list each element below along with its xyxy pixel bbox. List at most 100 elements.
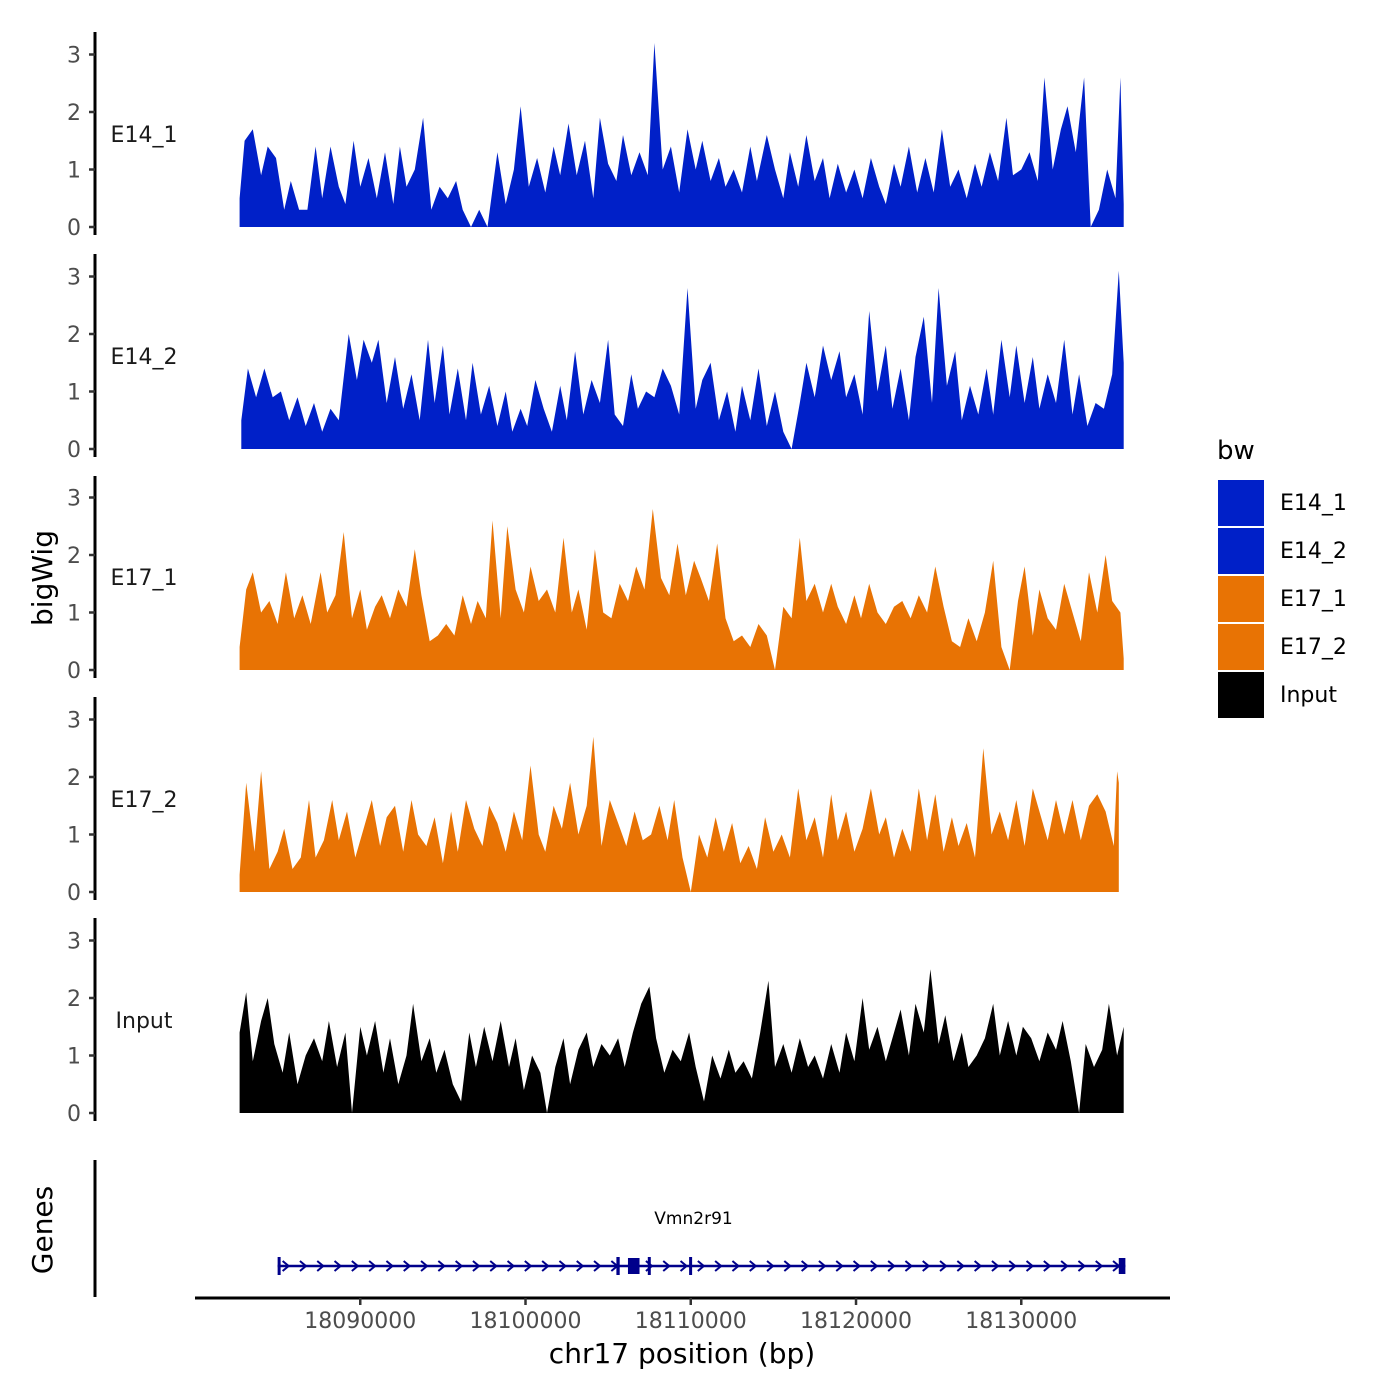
gene-exon	[627, 1258, 640, 1274]
genes-track: Vmn2r91	[93, 1160, 1126, 1297]
strand-arrow	[333, 1260, 343, 1272]
track-label: E17_1	[111, 566, 178, 591]
y-tick-label: 0	[67, 216, 81, 241]
track-label: E17_2	[111, 788, 178, 813]
strand-arrow	[749, 1260, 758, 1272]
gene-name-label: Vmn2r91	[654, 1209, 732, 1229]
strand-arrow	[541, 1260, 550, 1272]
x-tick-label: 18110000	[635, 1309, 747, 1334]
strand-arrow	[351, 1260, 360, 1272]
y-tick-label: 1	[67, 1045, 81, 1070]
strand-arrow	[506, 1260, 516, 1272]
track-e17-2: 0 1 2 3 E17_2	[67, 697, 1119, 906]
x-tick-label: 18100000	[470, 1309, 582, 1334]
strand-arrow	[818, 1260, 827, 1272]
y-tick-label: 1	[67, 824, 81, 849]
strand-arrow	[385, 1260, 394, 1272]
y-tick-label: 1	[67, 159, 81, 184]
gene-exon	[689, 1257, 693, 1275]
legend-label: Input	[1280, 683, 1337, 708]
strand-arrow	[922, 1260, 931, 1272]
strand-arrow	[887, 1260, 896, 1272]
track-label: Input	[116, 1009, 173, 1034]
genes-track-title: Genes	[26, 1186, 59, 1274]
bigwig-tracks: 0 1 2 3 E14_1 0 1 2 3 E14_2 0 1 2 3 E17_1 0 1 2 3 E17_2 0 1 2 3…	[67, 32, 1124, 1127]
strand-arrow	[420, 1260, 429, 1272]
strand-arrow	[593, 1260, 602, 1272]
x-axis-title: chr17 position (bp)	[549, 1337, 815, 1370]
y-tick-label: 0	[67, 659, 81, 684]
legend-label: E14_2	[1280, 539, 1347, 564]
y-tick-label: 3	[67, 930, 81, 955]
x-tick-label: 18120000	[800, 1309, 912, 1334]
strand-arrow	[454, 1260, 464, 1272]
y-tick-label: 3	[67, 709, 81, 734]
signal-area	[241, 270, 1124, 449]
strand-arrow	[1060, 1260, 1069, 1272]
strand-arrow	[973, 1260, 983, 1272]
strand-arrow	[437, 1260, 446, 1272]
strand-arrow	[1095, 1260, 1104, 1272]
y-tick-label: 2	[67, 766, 81, 791]
track-e14-2: 0 1 2 3 E14_2	[67, 254, 1124, 463]
strand-arrow	[524, 1260, 533, 1272]
strand-arrow	[299, 1260, 308, 1272]
y-tick-label: 3	[67, 44, 81, 69]
strand-arrow	[939, 1260, 948, 1272]
signal-area	[239, 736, 1119, 892]
legend-swatch	[1218, 528, 1264, 574]
x-tick-label: 18090000	[304, 1309, 416, 1334]
y-tick-label: 2	[67, 987, 81, 1012]
signal-area	[239, 509, 1124, 670]
y-tick-label: 0	[67, 438, 81, 463]
strand-arrow	[766, 1260, 775, 1272]
track-label: E14_2	[111, 345, 178, 370]
strand-arrow	[403, 1260, 412, 1272]
strand-arrow	[956, 1260, 965, 1272]
strand-arrow	[714, 1260, 723, 1272]
x-axis: 18090000 18100000 18110000 18120000 18130000	[195, 1296, 1170, 1334]
y-tick-label: 3	[67, 487, 81, 512]
x-tick-label: 18130000	[965, 1309, 1077, 1334]
track-e17-1: 0 1 2 3 E17_1	[67, 476, 1124, 684]
strand-arrow	[281, 1260, 291, 1272]
strand-arrow	[835, 1260, 844, 1272]
track-e14-1: 0 1 2 3 E14_1	[67, 32, 1124, 241]
y-tick-label: 0	[67, 1102, 81, 1127]
strand-arrow	[1077, 1260, 1086, 1272]
y-tick-label: 1	[67, 381, 81, 406]
strand-arrow	[1008, 1260, 1017, 1272]
legend-label: E17_1	[1280, 587, 1347, 612]
legend-swatch	[1218, 480, 1264, 526]
y-tick-label: 2	[67, 544, 81, 569]
strand-arrow	[1043, 1260, 1052, 1272]
track-label: E14_1	[111, 123, 178, 148]
legend-title: bw	[1217, 436, 1255, 466]
strand-arrow	[679, 1260, 689, 1272]
strand-arrow	[1025, 1260, 1035, 1272]
legend-swatch	[1218, 624, 1264, 670]
strand-arrow	[316, 1260, 325, 1272]
y-tick-label: 0	[67, 881, 81, 906]
strand-arrow	[991, 1260, 1000, 1272]
legend: bw E14_1 E14_2 E17_1 E17_2 Input	[1217, 436, 1347, 718]
y-tick-label: 3	[67, 266, 81, 291]
legend-label: E17_2	[1280, 635, 1347, 660]
strand-arrow	[904, 1260, 913, 1272]
y-axis-title: bigWig	[26, 530, 59, 626]
signal-area	[239, 43, 1124, 227]
legend-swatch	[1218, 672, 1264, 718]
strand-arrow	[731, 1260, 740, 1272]
gene-exon	[647, 1257, 651, 1275]
y-tick-label: 2	[67, 101, 81, 126]
track-input: 0 1 2 3 Input	[67, 918, 1124, 1127]
strand-arrow	[558, 1260, 567, 1272]
legend-swatch	[1218, 576, 1264, 622]
gene-exon	[1118, 1258, 1126, 1274]
strand-arrow	[576, 1260, 585, 1272]
gene-exon	[616, 1257, 620, 1275]
y-tick-label: 2	[67, 323, 81, 348]
gene-exon	[277, 1257, 281, 1275]
strand-arrow	[489, 1260, 498, 1272]
